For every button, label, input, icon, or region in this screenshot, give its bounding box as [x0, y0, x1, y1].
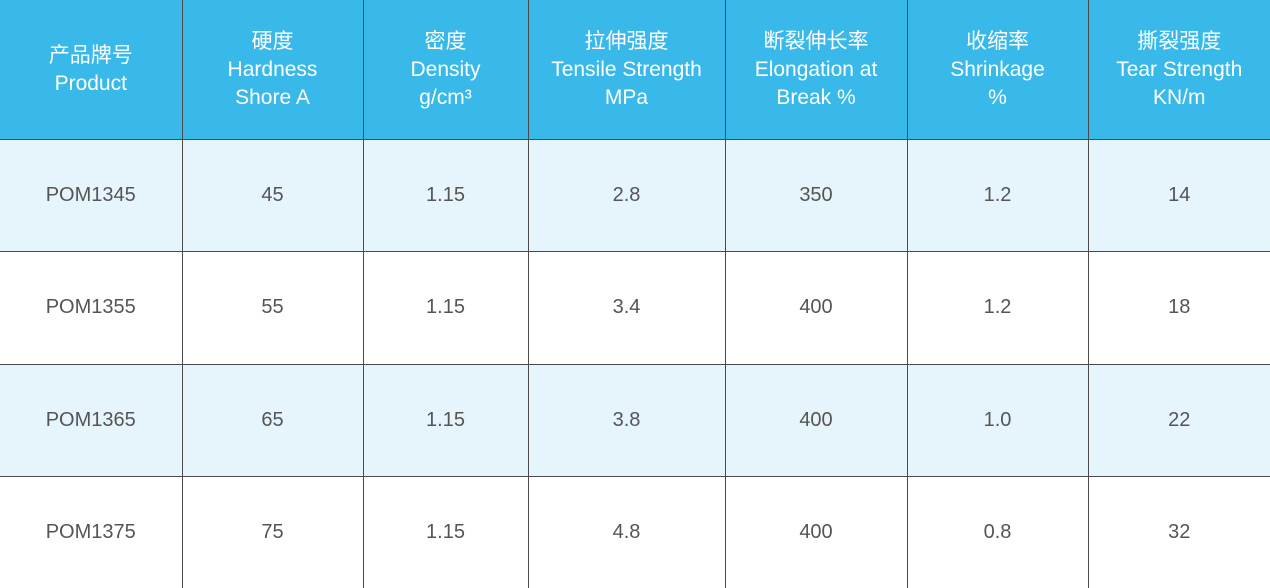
header-cell: 断裂伸长率 Elongation at Break % — [724, 0, 908, 140]
header-line: Shrinkage — [950, 57, 1045, 81]
value-cell: 22 — [1087, 363, 1270, 477]
header-line: % — [988, 85, 1007, 109]
value-cell: 400 — [724, 475, 908, 588]
value-cell: 4.8 — [527, 475, 726, 588]
table-row: POM1375 75 1.15 4.8 400 0.8 32 — [0, 475, 1270, 588]
value-cell: 1.15 — [362, 475, 529, 588]
value-cell: 3.8 — [527, 363, 726, 477]
header-line: Product — [54, 71, 127, 95]
header-line: MPa — [604, 85, 649, 109]
value-cell: 18 — [1087, 251, 1270, 365]
value-cell: 65 — [181, 363, 364, 477]
header-line: 收缩率 — [966, 29, 1029, 53]
header-line: 产品牌号 — [48, 43, 133, 67]
value-cell: 1.15 — [362, 251, 529, 365]
header-line: 硬度 — [251, 29, 294, 53]
value-cell: 1.2 — [906, 251, 1089, 365]
value-cell: 2.8 — [527, 138, 726, 253]
value-cell: 1.15 — [362, 363, 529, 477]
header-line: Density — [410, 57, 481, 81]
value-cell: 0.8 — [906, 475, 1089, 588]
table-row: POM1355 55 1.15 3.4 400 1.2 18 — [0, 251, 1270, 365]
header-line: 密度 — [424, 29, 467, 53]
header-cell: 撕裂强度 Tear Strength KN/m — [1087, 0, 1270, 140]
header-line: 撕裂强度 — [1137, 29, 1222, 53]
header-line: Tensile Strength — [551, 57, 702, 81]
header-cell: 拉伸强度 Tensile Strength MPa — [527, 0, 726, 140]
value-cell: 45 — [181, 138, 364, 253]
header-cell: 产品牌号 Product — [0, 0, 183, 140]
header-line: 断裂伸长率 — [763, 29, 869, 53]
value-cell: 1.0 — [906, 363, 1089, 477]
header-line: Break % — [776, 85, 856, 109]
product-cell: POM1375 — [0, 475, 183, 588]
product-cell: POM1355 — [0, 251, 183, 365]
product-cell: POM1365 — [0, 363, 183, 477]
header-row: 产品牌号 Product 硬度 Hardness Shore A 密度 Density g/c… — [0, 0, 1270, 140]
header-cell: 硬度 Hardness Shore A — [181, 0, 364, 140]
product-cell: POM1345 — [0, 138, 183, 253]
table-body: POM1345 45 1.15 2.8 350 1.2 14 POM1355 55 1.15 3.4… — [0, 138, 1270, 588]
table-row: POM1365 65 1.15 3.8 400 1.0 22 — [0, 363, 1270, 477]
value-cell: 3.4 — [527, 251, 726, 365]
header-line: KN/m — [1153, 85, 1206, 109]
value-cell: 32 — [1087, 475, 1270, 588]
value-cell: 1.2 — [906, 138, 1089, 253]
value-cell: 55 — [181, 251, 364, 365]
header-line: Tear Strength — [1116, 57, 1243, 81]
value-cell: 1.15 — [362, 138, 529, 253]
value-cell: 400 — [724, 251, 908, 365]
header-line: 拉伸强度 — [584, 29, 669, 53]
value-cell: 400 — [724, 363, 908, 477]
value-cell: 14 — [1087, 138, 1270, 253]
header-line: Hardness — [227, 57, 318, 81]
header-line: Elongation at — [754, 57, 878, 81]
value-cell: 75 — [181, 475, 364, 588]
header-cell: 收缩率 Shrinkage% — [906, 0, 1089, 140]
header-line: g/cm³ — [419, 85, 472, 109]
header-line: Shore A — [235, 85, 310, 109]
table-row: POM1345 45 1.15 2.8 350 1.2 14 — [0, 138, 1270, 253]
header-cell: 密度 Density g/cm³ — [362, 0, 529, 140]
value-cell: 350 — [724, 138, 908, 253]
